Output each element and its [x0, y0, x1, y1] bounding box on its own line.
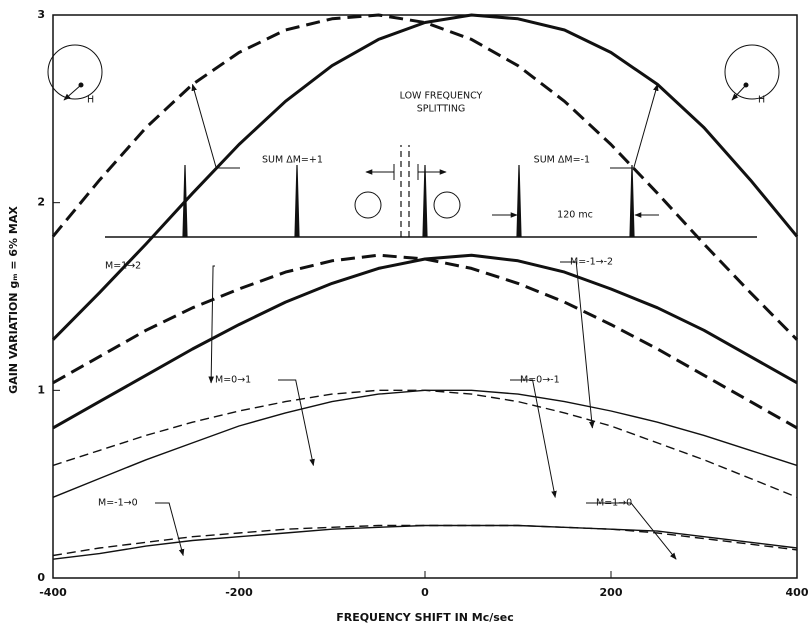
leader-line	[278, 379, 315, 467]
field-label: H	[87, 95, 94, 106]
field-label: H	[758, 95, 765, 106]
x-tick-label: 200	[600, 586, 623, 599]
x-tick-label: 0	[421, 586, 429, 599]
leader-line	[191, 83, 240, 169]
leader-line	[560, 261, 595, 429]
series-annotation: M=0→1	[215, 375, 251, 386]
x-tick-label: 400	[786, 586, 809, 599]
inset-spacing-label: 120 mc	[557, 210, 593, 221]
series-line	[52, 389, 798, 498]
series-line	[51, 13, 799, 341]
series-annotation: M=0→-1	[520, 375, 560, 386]
y-tick-label: 2	[37, 196, 45, 209]
splitting-inset	[105, 145, 757, 238]
x-axis-label: FREQUENCY SHIFT IN Mc/sec	[336, 611, 514, 624]
leader-line	[586, 502, 677, 560]
series-annotation: M=-1→0	[98, 498, 138, 509]
leader-line	[208, 265, 215, 384]
inset-title: SPLITTING	[417, 104, 466, 115]
series-line	[52, 389, 798, 498]
series-annotation: M=-1→-2	[570, 257, 613, 268]
leader-line	[610, 83, 659, 169]
leader-line	[155, 502, 185, 557]
field-icons	[47, 44, 780, 101]
series-annotation: SUM ΔM=+1	[262, 155, 323, 166]
x-tick-label: -400	[39, 586, 67, 599]
y-tick-label: 0	[37, 571, 45, 584]
x-tick-label: -200	[225, 586, 253, 599]
y-tick-label: 3	[37, 8, 45, 21]
series-line	[52, 524, 798, 557]
inset-title: LOW FREQUENCY	[400, 91, 483, 102]
series-annotation: M=1→0	[596, 498, 632, 509]
series-line	[52, 253, 798, 430]
y-axis-label: GAIN VARIATION gₘ = 6% MAX	[7, 206, 20, 394]
series-line	[52, 253, 798, 430]
y-tick-label: 1	[37, 383, 45, 396]
series-line	[52, 524, 798, 560]
series-annotation: SUM ΔM=-1	[534, 155, 590, 166]
series-annotation: M=1→2	[105, 261, 141, 272]
leader-line	[510, 379, 557, 498]
